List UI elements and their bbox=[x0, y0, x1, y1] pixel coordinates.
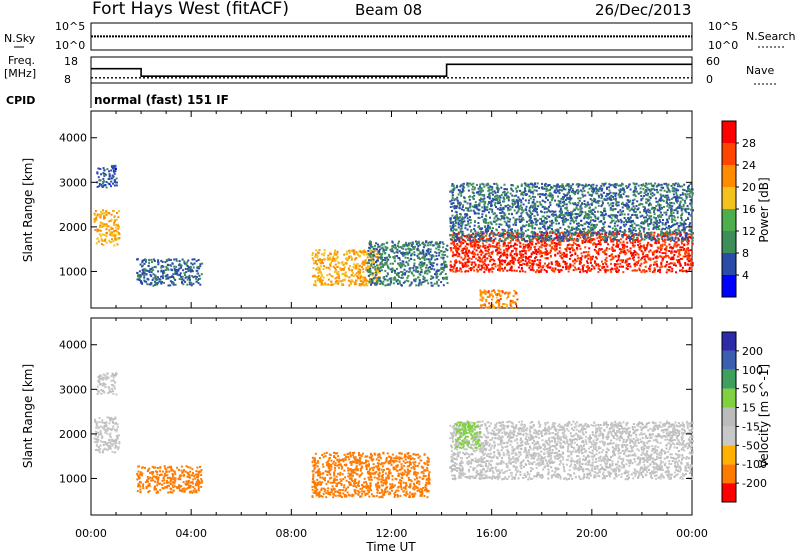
velocity-ylabel: Slant Range [km] bbox=[21, 364, 35, 468]
time-tick-label: 16:00 bbox=[476, 527, 508, 540]
time-axis-label: Time UT bbox=[365, 540, 416, 554]
power-region-4 bbox=[366, 240, 449, 287]
colorbar-tick-label: -100 bbox=[742, 458, 767, 471]
power-ytick-label: 1000 bbox=[59, 265, 87, 278]
cpid-value: normal (fast) 151 IF bbox=[94, 93, 229, 107]
colorbar-swatch bbox=[722, 332, 736, 351]
colorbar-tick-label: 100 bbox=[742, 364, 763, 377]
freq-unit-label: [MHz] bbox=[4, 67, 36, 80]
nsky-label: N.Sky bbox=[4, 32, 36, 45]
power-data bbox=[93, 164, 694, 309]
time-axis: 00:00 04:00 08:00 12:00 16:00 20:00 00:00 bbox=[75, 527, 708, 540]
colorbar-swatch bbox=[722, 165, 736, 187]
time-tick-label: 08:00 bbox=[275, 527, 307, 540]
colorbar-swatch bbox=[722, 407, 736, 427]
power-region-7 bbox=[479, 289, 519, 309]
colorbar-tick-label: 28 bbox=[742, 137, 756, 150]
power-axes: 1000 2000 3000 4000 bbox=[59, 111, 693, 308]
noise-left-tick-bottom: 10^0 bbox=[55, 39, 85, 52]
colorbar-swatch bbox=[722, 209, 736, 231]
time-tick-label: 04:00 bbox=[175, 527, 207, 540]
noise-panel: N.Sky 10^5 10^0 10^5 10^0 N.Search bbox=[4, 20, 796, 52]
colorbar-tick-label: 16 bbox=[742, 203, 756, 216]
power-region-6 bbox=[449, 182, 694, 243]
colorbar-swatch bbox=[722, 369, 736, 389]
colorbar-tick-label: 12 bbox=[742, 225, 756, 238]
colorbar-swatch bbox=[722, 231, 736, 253]
velocity-colorbar: -200 -100 -50 -15 15 50 100 200 bbox=[721, 331, 767, 503]
velocity-ytick-label: 4000 bbox=[59, 339, 87, 352]
velocity-region-5 bbox=[454, 420, 482, 449]
colorbar-tick-label: 50 bbox=[742, 383, 756, 396]
cpid-panel: CPID normal (fast) 151 IF bbox=[6, 83, 229, 108]
colorbar-swatch bbox=[722, 253, 736, 275]
power-region-2 bbox=[136, 258, 204, 287]
power-panel: 1000 2000 3000 4000 Slant Range [km] 4 8 12 16… bbox=[21, 110, 771, 309]
velocity-ytick-label: 2000 bbox=[59, 428, 87, 441]
time-tick-label: 12:00 bbox=[376, 527, 408, 540]
noise-right-tick-top: 10^5 bbox=[708, 20, 738, 33]
velocity-axes: 1000 2000 3000 4000 bbox=[59, 318, 693, 515]
colorbar-swatch bbox=[722, 187, 736, 209]
colorbar-swatch bbox=[722, 121, 736, 143]
colorbar-swatch bbox=[722, 388, 736, 408]
power-colorbar-label: Power [dB] bbox=[757, 177, 771, 242]
power-ytick-label: 2000 bbox=[59, 221, 87, 234]
colorbar-tick-label: 15 bbox=[742, 402, 756, 415]
velocity-ytick-label: 1000 bbox=[59, 472, 87, 485]
colorbar-tick-label: -200 bbox=[742, 477, 767, 490]
noise-left-tick-top: 10^5 bbox=[55, 20, 85, 33]
colorbar-tick-label: -50 bbox=[742, 439, 760, 452]
power-region-0 bbox=[93, 209, 121, 247]
colorbar-swatch bbox=[722, 426, 736, 446]
freq-panel: Freq. [MHz] 18 8 60 0 Nave bbox=[4, 54, 778, 86]
noise-right-tick-bottom: 10^0 bbox=[708, 39, 738, 52]
power-region-1 bbox=[96, 164, 118, 189]
colorbar-swatch bbox=[722, 483, 736, 502]
freq-label: Freq. bbox=[8, 54, 35, 67]
power-colorbar: 4 8 12 16 20 24 28 bbox=[721, 120, 756, 298]
freq-tick-bottom: 8 bbox=[64, 73, 71, 86]
colorbar-tick-label: 8 bbox=[742, 247, 749, 260]
colorbar-tick-label: 20 bbox=[742, 181, 756, 194]
colorbar-swatch bbox=[722, 350, 736, 370]
velocity-region-2 bbox=[136, 465, 203, 494]
colorbar-tick-label: 24 bbox=[742, 159, 756, 172]
power-ytick-label: 3000 bbox=[59, 176, 87, 189]
nave-label: Nave bbox=[746, 64, 774, 77]
colorbar-swatch bbox=[722, 464, 736, 484]
nave-tick-bottom: 0 bbox=[706, 73, 713, 86]
colorbar-tick-label: 200 bbox=[742, 345, 763, 358]
colorbar-tick-label: -15 bbox=[742, 420, 760, 433]
colorbar-tick-label: 4 bbox=[742, 269, 749, 282]
power-ylabel: Slant Range [km] bbox=[21, 158, 35, 262]
beam-label: Beam 08 bbox=[355, 1, 422, 19]
velocity-region-3 bbox=[311, 451, 431, 499]
velocity-region-1 bbox=[96, 372, 118, 396]
freq-series bbox=[91, 63, 692, 77]
velocity-region-0 bbox=[93, 416, 121, 454]
colorbar-swatch bbox=[722, 275, 736, 297]
colorbar-swatch bbox=[722, 143, 736, 165]
time-tick-label: 20:00 bbox=[576, 527, 608, 540]
power-ytick-label: 4000 bbox=[59, 132, 87, 145]
colorbar-swatch bbox=[722, 445, 736, 465]
nave-tick-top: 60 bbox=[706, 55, 720, 68]
plot-title: Fort Hays West (fitACF) bbox=[92, 0, 289, 19]
velocity-colorbar-label: Velocity [m s^-1] bbox=[757, 364, 771, 468]
velocity-data bbox=[93, 372, 694, 499]
cpid-label: CPID bbox=[6, 94, 35, 107]
date-label: 26/Dec/2013 bbox=[595, 1, 691, 19]
time-tick-label: 00:00 bbox=[75, 527, 107, 540]
velocity-ytick-label: 3000 bbox=[59, 383, 87, 396]
time-tick-label: 00:00 bbox=[676, 527, 708, 540]
freq-tick-top: 18 bbox=[64, 55, 78, 68]
velocity-panel: 1000 2000 3000 4000 Slant Range [km] -200 -1… bbox=[21, 317, 771, 516]
nsearch-label: N.Search bbox=[746, 30, 796, 43]
